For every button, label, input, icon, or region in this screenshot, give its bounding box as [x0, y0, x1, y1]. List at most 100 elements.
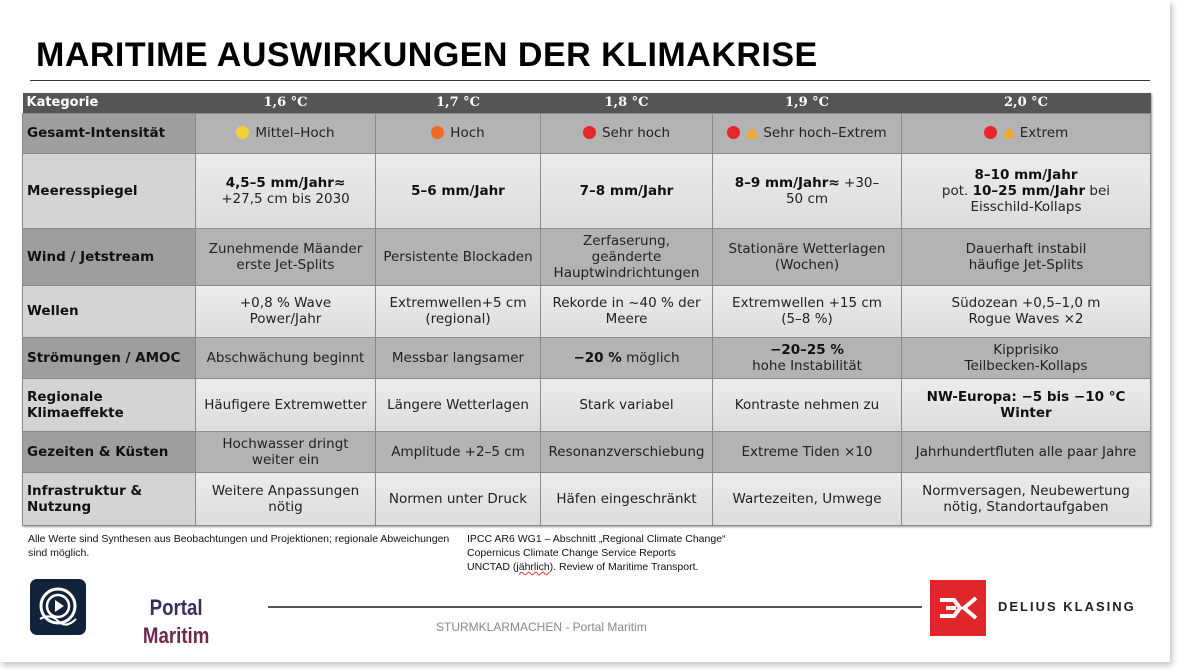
cell-text: Häufigere Extremwetter	[204, 396, 367, 413]
title-divider	[30, 80, 1150, 81]
table-cell: Dauerhaft instabil häufige Jet-Splits	[901, 227, 1151, 286]
table-row: Meeresspiegel 4,5–5 mm/Jahr≈ +27,5 cm bis …	[22, 152, 1151, 229]
cell-text: +30–	[839, 174, 880, 191]
table-cell: Häufigere Extremwetter	[195, 377, 376, 432]
row-label: Regionale Klimaeffekte	[22, 377, 196, 432]
footer-divider	[268, 606, 922, 608]
references: IPCC AR6 WG1 – Abschnitt „Regional Clima…	[467, 532, 726, 574]
cell-text: Mittel–Hoch	[255, 125, 335, 141]
table-cell: Längere Wetterlagen	[375, 377, 541, 432]
cell-text: +27,5 cm bis 2030	[221, 190, 350, 207]
row-label: Gezeiten & Küsten	[22, 430, 196, 473]
table-cell: Abschwächung beginnt	[195, 336, 376, 379]
cell-text: Weitere Anpassungen	[211, 482, 360, 499]
cell-text: Resonanzverschiebung	[548, 443, 705, 460]
table-cell: 5–6 mm/Jahr	[375, 152, 541, 229]
reference-item: Copernicus Climate Change Service Report…	[467, 547, 676, 559]
table-cell: Resonanzverschiebung	[540, 430, 713, 473]
table-cell: Extremwellen+5 cm (regional)	[375, 284, 541, 338]
cell-text: Eisschild-Kollaps	[970, 198, 1082, 215]
table-cell: Jahrhundertfluten alle paar Jahre	[901, 430, 1151, 473]
cell-text: (regional)	[425, 311, 491, 327]
table-cell: Extreme Tiden ×10	[712, 430, 902, 473]
portal-maritim-logo: Portal Maritim	[142, 595, 210, 648]
header-1-9: 1,9 °C	[712, 93, 902, 113]
row-label: Infrastruktur & Nutzung	[22, 471, 196, 526]
table-row: Infrastruktur & Nutzung Weitere Anpassung…	[22, 471, 1151, 526]
header-kategorie: Kategorie	[22, 93, 196, 113]
cell-text: weiter ein	[251, 451, 320, 468]
cell-text: (Wochen)	[774, 256, 840, 273]
table-cell: Rekorde in ~40 % der Meere	[540, 284, 713, 338]
table-row: Wind / Jetstream Zunehmende Mäander erste …	[22, 227, 1151, 286]
table-cell: Kontraste nehmen zu	[712, 377, 902, 432]
header-1-8: 1,8 °C	[540, 93, 713, 113]
delius-klasing-brand: DELIUS KLASING	[998, 599, 1136, 614]
cell-text: Normversagen, Neubewertung	[922, 482, 1130, 499]
table-cell: +0,8 % Wave Power/Jahr	[195, 284, 376, 338]
cell-text: Extremwellen +15 cm	[732, 295, 882, 311]
cell-text: Extremwellen+5 cm	[389, 295, 527, 311]
table-row: Regionale Klimaeffekte Häufigere Extremwe…	[22, 377, 1151, 432]
table-cell: Sehr hoch	[540, 112, 713, 154]
cell-text: geänderte	[591, 248, 662, 265]
cell-text: 50 cm	[785, 190, 829, 207]
cell-text: Sehr hoch	[601, 125, 671, 141]
cell-text: erste Jet-Splits	[236, 256, 335, 273]
cell-text: 5–6 mm/Jahr	[411, 182, 505, 199]
table-cell: Hoch	[375, 112, 541, 154]
cell-text: Normen unter Druck	[388, 490, 528, 507]
cell-text: −20 %	[573, 349, 622, 366]
cell-text: 4,5–5 mm/Jahr≈	[225, 174, 346, 191]
cell-text: nötig, Standortaufgaben	[943, 498, 1109, 515]
cell-text: Power/Jahr	[249, 311, 322, 327]
table-cell: Stark variabel	[540, 377, 713, 432]
cell-text: nötig	[268, 498, 303, 515]
table-cell: 7–8 mm/Jahr	[540, 152, 713, 229]
cell-text: Zerfaserung,	[583, 232, 670, 249]
table-cell: Amplitude +2–5 cm	[375, 430, 541, 473]
cell-text: Hoch	[450, 125, 485, 141]
table-cell: 8–10 mm/Jahr pot. 10–25 mm/Jahr bei Eissch…	[901, 152, 1151, 229]
footer-caption: STURMKLARMACHEN - Portal Maritim	[436, 620, 647, 634]
footnote: Alle Werte sind Synthesen aus Beobachtun…	[28, 533, 450, 559]
cell-text: 7–8 mm/Jahr	[579, 182, 674, 199]
status-dot-icon	[727, 126, 741, 139]
table-cell: Hochwasser dringt weiter ein	[195, 430, 376, 473]
status-dot-icon	[983, 126, 997, 139]
cell-text: Dauerhaft instabil	[965, 240, 1087, 257]
cell-text: Hauptwindrichtungen	[553, 264, 700, 281]
cell-text: Hochwasser dringt	[222, 435, 349, 452]
table-cell: Zerfaserung, geänderte Hauptwindrichtungen	[540, 227, 713, 286]
cell-text: 10–25 mm/Jahr	[972, 182, 1086, 199]
table-cell: Normversagen, Neubewertung nötig, Standor…	[901, 471, 1151, 526]
table-cell: Normen unter Druck	[375, 471, 541, 526]
cell-text: Längere Wetterlagen	[387, 396, 529, 413]
table-header-row: Kategorie 1,6 °C 1,7 °C 1,8 °C 1,9 °C 2,…	[22, 93, 1151, 113]
header-1-6: 1,6 °C	[195, 93, 376, 113]
reference-item: UNCTAD (jährlich). Review of Maritime Tr…	[467, 561, 699, 573]
table-cell: NW-Europa: −5 bis −10 °C Winter	[901, 377, 1151, 432]
climate-impact-table: Kategorie 1,6 °C 1,7 °C 1,8 °C 1,9 °C 2,…	[22, 93, 1151, 526]
cell-text: Sehr hoch–Extrem	[763, 125, 887, 141]
table-row: Gezeiten & Küsten Hochwasser dringt weiter…	[22, 430, 1151, 473]
table-row: Strömungen / AMOC Abschwächung beginnt Mes…	[22, 336, 1151, 379]
status-dot-icon	[236, 126, 250, 139]
table-cell: Zunehmende Mäander erste Jet-Splits	[195, 227, 376, 286]
cell-text: möglich	[621, 349, 680, 366]
cell-text: Amplitude +2–5 cm	[391, 443, 525, 460]
cell-text: (5–8 %)	[781, 311, 833, 327]
table-cell: −20 % möglich	[540, 336, 713, 379]
table-cell: Stationäre Wetterlagen (Wochen)	[712, 227, 902, 286]
table-row: Gesamt-Intensität Mittel–Hoch Hoch Sehr hoc…	[22, 112, 1151, 154]
cell-text: Rekorde in ~40 % der	[552, 295, 701, 311]
cell-text: Winter	[1000, 404, 1052, 421]
cell-text: Häfen eingeschränkt	[556, 490, 697, 507]
reference-item: IPCC AR6 WG1 – Abschnitt „Regional Clima…	[467, 533, 726, 545]
table-cell: Persistente Blockaden	[375, 227, 541, 286]
slide: MARITIME AUSWIRKUNGEN DER KLIMAKRISE Kat…	[22, 36, 1151, 648]
cell-text: Meere	[605, 311, 648, 327]
row-label: Meeresspiegel	[22, 152, 196, 229]
cell-text: −20–25 %	[770, 341, 844, 358]
table-cell: Sehr hoch–Extrem	[712, 112, 902, 154]
